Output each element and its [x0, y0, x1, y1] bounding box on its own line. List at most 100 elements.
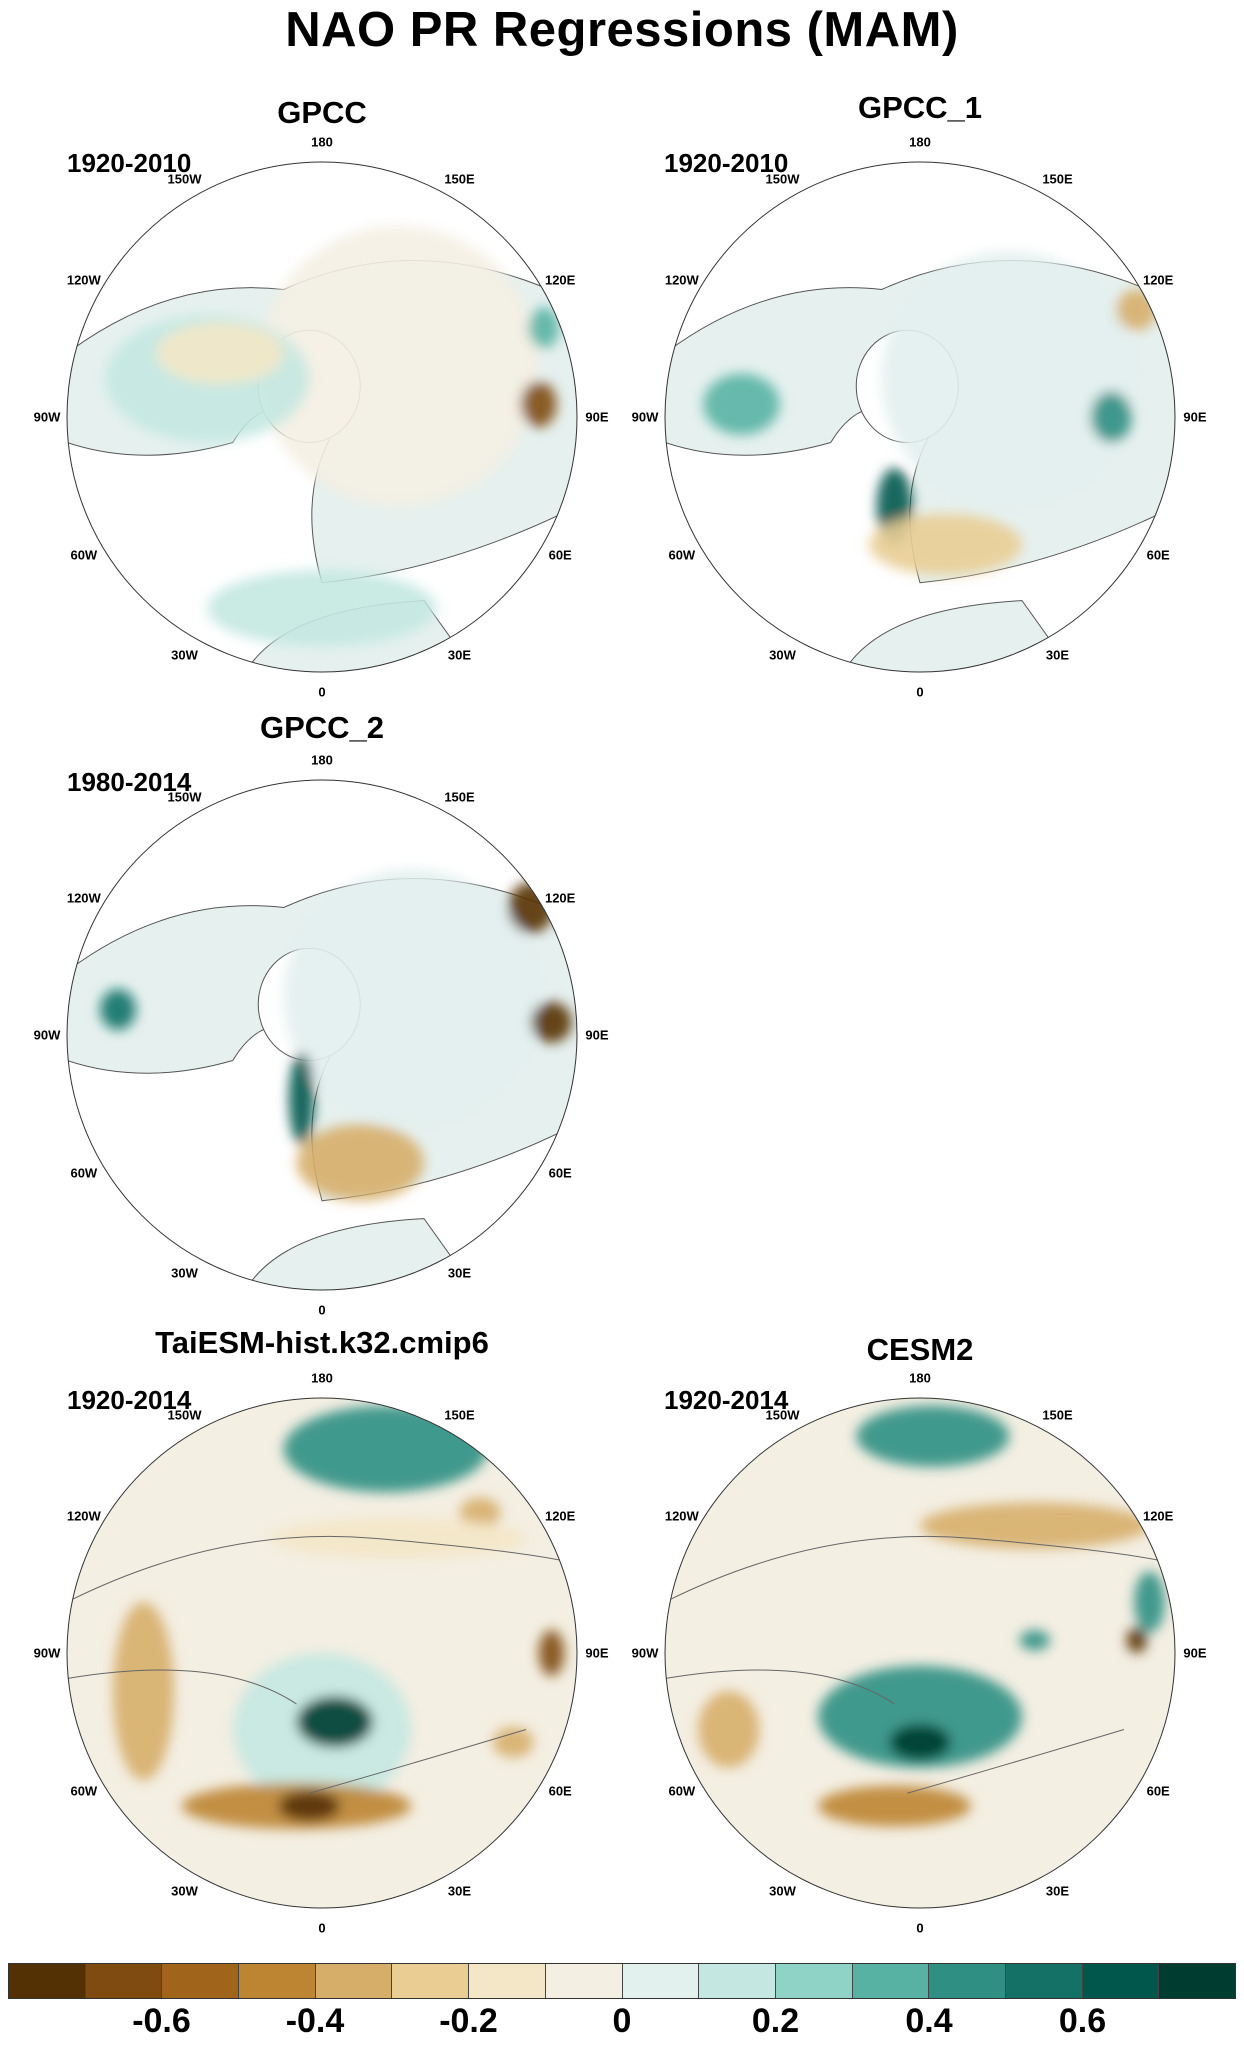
longitude-label: 60E [548, 547, 572, 562]
panel-title: TaiESM-hist.k32.cmip6 [155, 1325, 489, 1360]
figure-title: NAO PR Regressions (MAM) [285, 3, 959, 57]
longitude-label: 150W [765, 171, 800, 187]
longitude-label: 60W [70, 1165, 98, 1180]
anomaly-patch [1019, 1630, 1051, 1651]
panel-period: 1980-2014 [67, 767, 192, 797]
panel-period: 1920-2010 [67, 148, 192, 178]
map-border [66, 779, 578, 1291]
anomaly-patch [920, 1502, 1150, 1549]
longitude-label: 90W [33, 409, 61, 425]
longitude-label: 150W [167, 1407, 202, 1423]
map-border [66, 161, 578, 673]
longitude-label: 120W [664, 1508, 699, 1523]
longitude-label: 180 [311, 1370, 333, 1386]
anomaly-patch [856, 1405, 1010, 1467]
anomaly-patch [818, 1785, 971, 1827]
longitude-label: 30E [447, 1883, 472, 1899]
longitude-label: 150W [167, 171, 202, 187]
longitude-label: 30E [1045, 1883, 1070, 1899]
longitude-label: 60E [1146, 547, 1170, 562]
colorbar [8, 1963, 1236, 1999]
map-border [66, 1397, 578, 1909]
colorbar-tick-label: -0.6 [132, 2002, 191, 2040]
colorbar-box [852, 1964, 930, 1998]
polar-map [66, 161, 578, 673]
colorbar-box [162, 1964, 240, 1998]
longitude-label: 150E [444, 1407, 475, 1423]
longitude-label: 60W [668, 547, 696, 562]
longitude-label: 180 [909, 134, 931, 150]
longitude-label: 120E [544, 272, 576, 287]
colorbar-box [392, 1964, 470, 1998]
longitude-label: 90E [585, 1645, 609, 1661]
longitude-label: 30W [171, 647, 198, 663]
longitude-label: 180 [311, 752, 333, 768]
anomaly-patch [112, 1602, 175, 1781]
anomaly-patch [881, 251, 1137, 507]
longitude-label: 30W [769, 647, 796, 663]
anomaly-patch [520, 381, 557, 428]
polar-map [664, 1397, 1176, 1909]
longitude-label: 120W [66, 890, 101, 905]
anomaly-patch [288, 1052, 315, 1145]
anomaly-patch [156, 322, 284, 384]
anomaly-patch [283, 1405, 488, 1493]
longitude-label: 90W [631, 1645, 659, 1661]
anomaly-patch [283, 869, 539, 1125]
longitude-label: 120W [66, 1508, 101, 1523]
longitude-label: 60E [548, 1783, 572, 1798]
longitude-label: 120W [66, 272, 101, 287]
colorbar-box [929, 1964, 1006, 1998]
colorbar-tick-label: 0 [612, 2002, 632, 2040]
anomaly-patch [296, 1124, 424, 1201]
colorbar-box [1005, 1964, 1083, 1998]
panel-title: GPCC_1 [857, 90, 983, 125]
anomaly-patch [1126, 1627, 1147, 1653]
longitude-label: 120E [544, 890, 576, 905]
longitude-label: 0 [318, 684, 326, 700]
longitude-label: 120E [544, 1508, 576, 1523]
anomaly-patch [528, 307, 560, 349]
longitude-label: 150E [444, 171, 475, 187]
anomaly-patch [100, 989, 136, 1030]
longitude-label: 30W [171, 1883, 198, 1899]
colorbar-box [85, 1964, 163, 1998]
longitude-label: 90W [33, 1027, 61, 1043]
longitude-label: 180 [311, 134, 333, 150]
map-border [664, 161, 1176, 673]
colorbar-box [622, 1964, 700, 1998]
longitude-label: 120E [1142, 1508, 1174, 1523]
anomaly-patch [1090, 391, 1132, 443]
colorbar-box [469, 1964, 546, 1998]
anomaly-patch [492, 1726, 534, 1758]
longitude-label: 90E [585, 1027, 609, 1043]
longitude-label: 30W [171, 1265, 198, 1281]
colorbar-box [9, 1964, 86, 1998]
colorbar-box [239, 1964, 316, 1998]
polar-map [664, 161, 1176, 673]
colorbar-box [315, 1964, 393, 1998]
anomaly-patch [459, 1497, 501, 1529]
longitude-label: 90W [33, 1645, 61, 1661]
longitude-label: 60W [668, 1783, 696, 1798]
panel-title: GPCC_2 [259, 710, 385, 745]
map-background [665, 1398, 1175, 1908]
longitude-label: 150E [444, 789, 475, 805]
anomaly-patch [296, 1696, 373, 1748]
longitude-label: 0 [318, 1920, 326, 1936]
anomaly-patch [258, 225, 539, 507]
longitude-label: 150E [1042, 1407, 1073, 1423]
map-border [664, 1397, 1176, 1909]
longitude-label: 90E [585, 409, 609, 425]
coastline [665, 1535, 1175, 1794]
panel-period: 1920-2014 [664, 1385, 789, 1415]
polar-map [66, 779, 578, 1291]
anomaly-patch [207, 570, 437, 647]
longitude-label: 150E [1042, 171, 1073, 187]
anomaly-patch [538, 1630, 565, 1676]
panel-period: 1920-2010 [664, 148, 789, 178]
anomaly-patch [869, 513, 1022, 576]
longitude-label: 0 [916, 684, 924, 700]
colorbar-tick-label: 0.6 [1058, 2002, 1107, 2040]
longitude-label: 150W [765, 1407, 800, 1423]
